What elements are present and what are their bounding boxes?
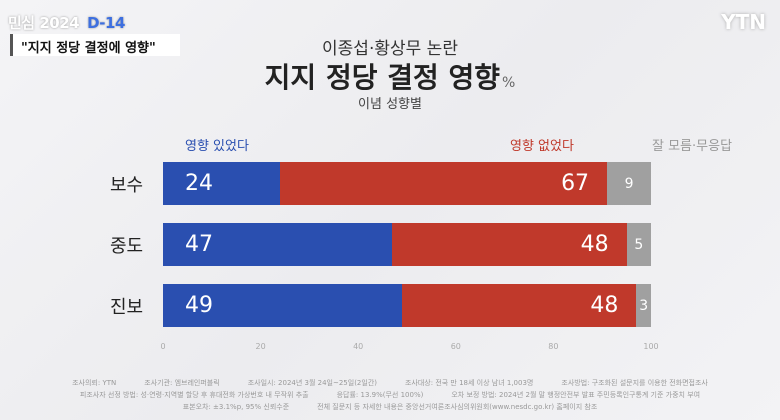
bar-no: 67 — [280, 162, 608, 205]
footnote-item: 조사일시: 2024년 3월 24일~25일(2일간) — [247, 379, 377, 387]
data-label: 5 — [634, 236, 644, 253]
category-label: 진보 — [110, 297, 144, 318]
ytn-logo: YTN — [721, 10, 766, 34]
data-label: 49 — [185, 293, 213, 318]
data-label: 48 — [580, 232, 609, 257]
footnote-item: 조사방법: 구조화된 설문지를 이용한 전화면접조사 — [561, 379, 708, 387]
data-label: 3 — [639, 297, 649, 314]
footnote-item: 조사기관: 엠브레인퍼블릭 — [144, 379, 220, 387]
bar-yes: 47 — [163, 223, 393, 266]
bar-no: 48 — [392, 223, 627, 266]
data-label: 67 — [561, 171, 590, 196]
topic-caption: "지지 정당 결정에 영향" — [10, 34, 180, 56]
footnote-line: 표본오차: ±3.1%p, 95% 신뢰수준 전체 질문지 등 자세한 내용은 중… — [0, 402, 780, 412]
footnote-item: 피조사자 선정 방법: 성·연령·지역별 할당 후 휴대전화 가상번호 내 무작… — [79, 391, 309, 399]
data-label: 48 — [590, 293, 619, 318]
legend-no: 영향 없었다 — [510, 139, 574, 154]
category-label: 중도 — [110, 236, 144, 257]
program-badge: 민심 2024 D-14 — [8, 12, 125, 33]
bar-yes: 49 — [163, 284, 403, 327]
x-tick-label: 40 — [353, 342, 364, 351]
bar-dk: 5 — [626, 223, 651, 266]
x-tick-label: 0 — [160, 342, 166, 351]
chart-title: 지지 정당 결정 영향% — [0, 56, 780, 96]
chart-subtitle: 이종섭·황상무 논란 — [322, 39, 458, 59]
x-tick-label: 80 — [548, 342, 559, 351]
category-label: 보수 — [110, 175, 144, 196]
x-tick-label: 20 — [255, 342, 266, 351]
title-text: 지지 정당 결정 영향 — [264, 61, 500, 94]
x-tick-label: 60 — [450, 342, 461, 351]
footnote-item: 표본오차: ±3.1%p, 95% 신뢰수준 — [182, 403, 290, 411]
data-label: 9 — [624, 175, 634, 192]
data-label: 24 — [185, 171, 213, 196]
bar-yes: 24 — [163, 162, 281, 205]
bar-no: 48 — [402, 284, 637, 327]
data-label: 47 — [185, 232, 213, 257]
badge-text: 민심 2024 — [8, 14, 80, 32]
bar-dk: 3 — [636, 284, 651, 327]
footnote-item: 오차 보정 방법: 2024년 2월 말 행정안전부 발표 주민등록인구통계 기… — [451, 391, 701, 399]
bar-dk: 9 — [607, 162, 651, 205]
footnote-line: 조사의뢰: YTN 조사기관: 엠브레인퍼블릭 조사일시: 2024년 3월 24일… — [0, 378, 780, 388]
legend-yes: 영향 있었다 — [185, 139, 249, 154]
unit-label: % — [502, 75, 516, 91]
footnote-line: 피조사자 선정 방법: 성·연령·지역별 할당 후 휴대전화 가상번호 내 무작… — [0, 390, 780, 400]
footnote-item: 전체 질문지 등 자세한 내용은 중앙선거여론조사심의위원회(www.nesdc… — [317, 403, 598, 411]
footnote-item: 조사대상: 전국 만 18세 이상 남녀 1,003명 — [404, 379, 534, 387]
dday-text: D-14 — [87, 14, 125, 32]
x-tick-label: 100 — [643, 342, 659, 351]
footnote-item: 조사의뢰: YTN — [72, 379, 117, 387]
group-label: 이념 성향별 — [358, 97, 422, 112]
footnote-item: 응답률: 13.9%(무선 100%) — [336, 391, 424, 399]
legend-dk: 잘 모름·무응답 — [652, 139, 733, 154]
